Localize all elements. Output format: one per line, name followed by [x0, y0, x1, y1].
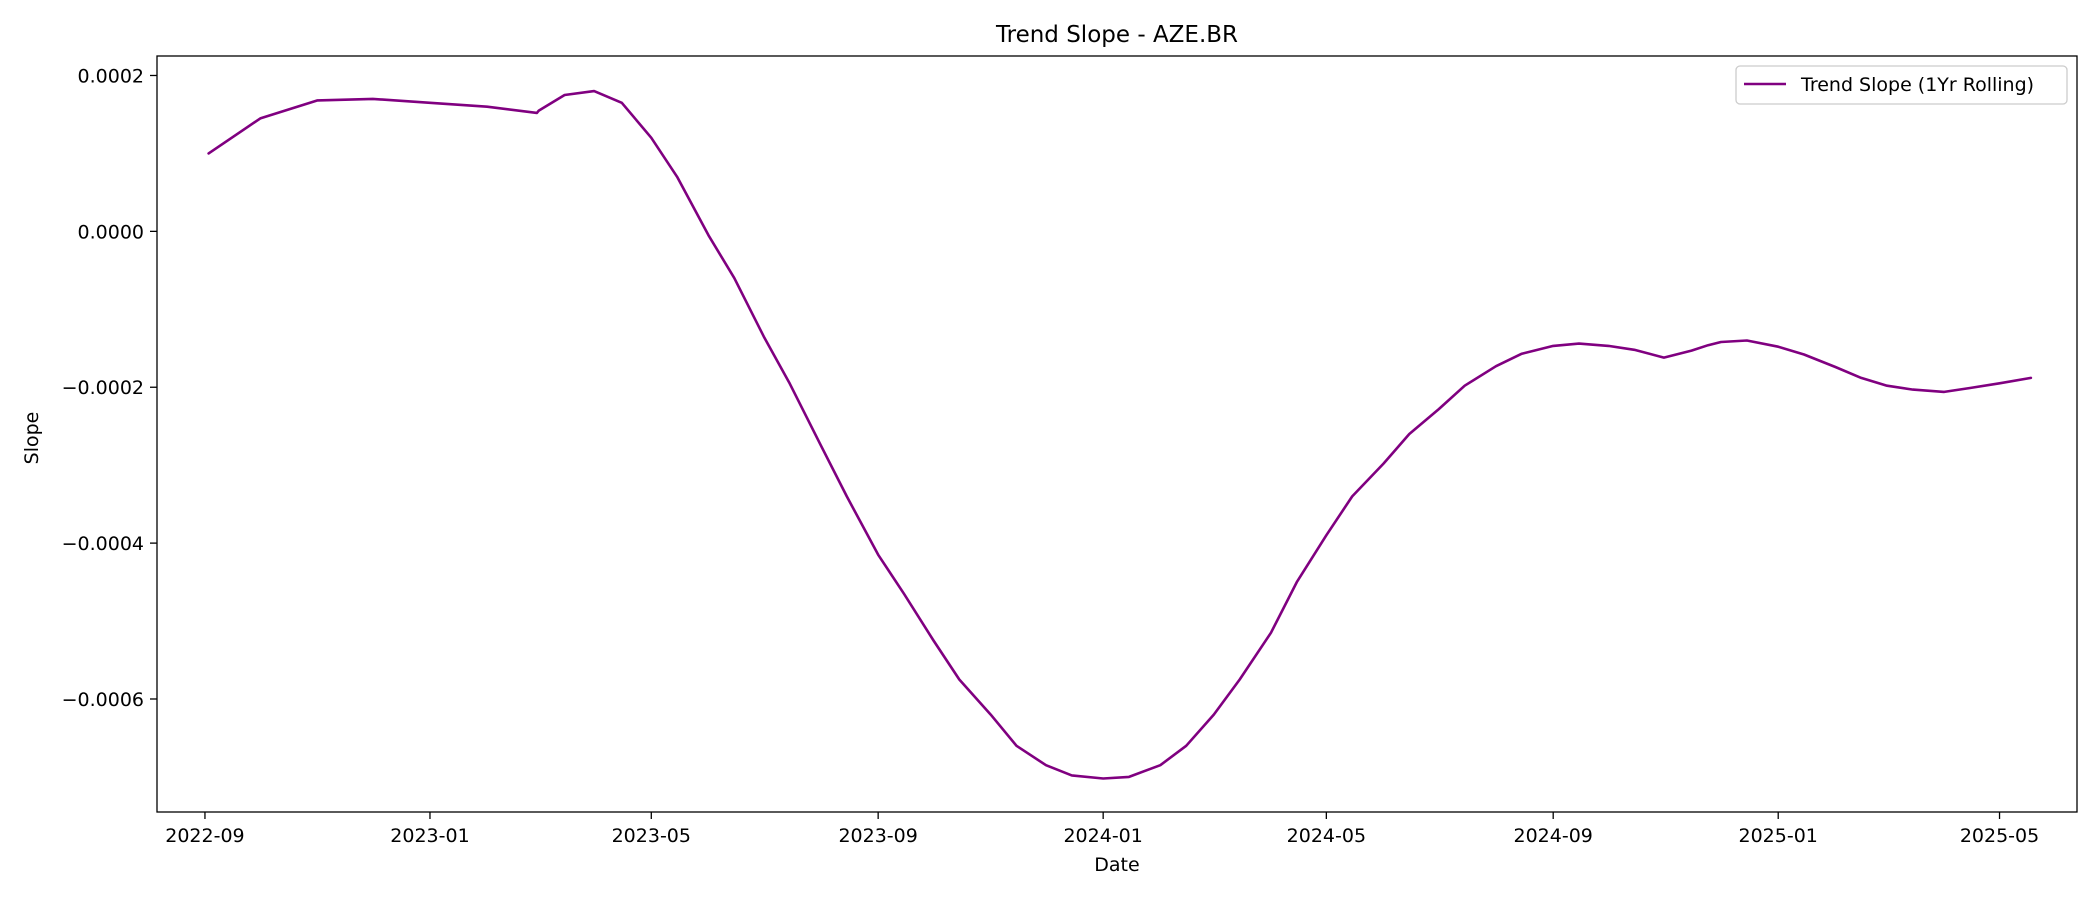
series-line-trend-slope: [207, 89, 2033, 780]
y-axis-label: Slope: [21, 412, 43, 465]
x-tick-label: 2023-05: [612, 825, 691, 847]
y-tick-label: 0.0000: [78, 221, 144, 243]
legend: Trend Slope (1Yr Rolling): [1735, 65, 2068, 105]
x-tick-label: 2024-09: [1514, 825, 1593, 847]
y-tick-label: 0.0002: [78, 65, 144, 87]
chart-title: Trend Slope - AZE.BR: [995, 22, 1238, 48]
x-tick-label: 2025-01: [1739, 825, 1818, 847]
y-tick-label: −0.0004: [62, 533, 144, 555]
x-tick-label: 2025-05: [1960, 825, 2039, 847]
x-axis-ticks: 2022-09 2023-01 2023-05 2023-09 2024-01 2024-…: [165, 812, 2039, 847]
y-axis-ticks: 0.0002 0.0000 −0.0002 −0.0004 −0.0006: [62, 65, 157, 711]
plot-frame: [156, 55, 2078, 813]
legend-label: Trend Slope (1Yr Rolling): [1800, 74, 2034, 96]
x-tick-label: 2023-09: [838, 825, 917, 847]
x-tick-label: 2024-05: [1287, 825, 1366, 847]
y-tick-label: −0.0002: [62, 377, 144, 399]
x-axis-label: Date: [1094, 854, 1139, 876]
x-tick-label: 2024-01: [1063, 825, 1142, 847]
x-tick-label: 2022-09: [165, 825, 244, 847]
legend-box: [1735, 65, 2068, 105]
y-tick-label: −0.0006: [62, 689, 144, 711]
x-tick-label: 2023-01: [390, 825, 469, 847]
